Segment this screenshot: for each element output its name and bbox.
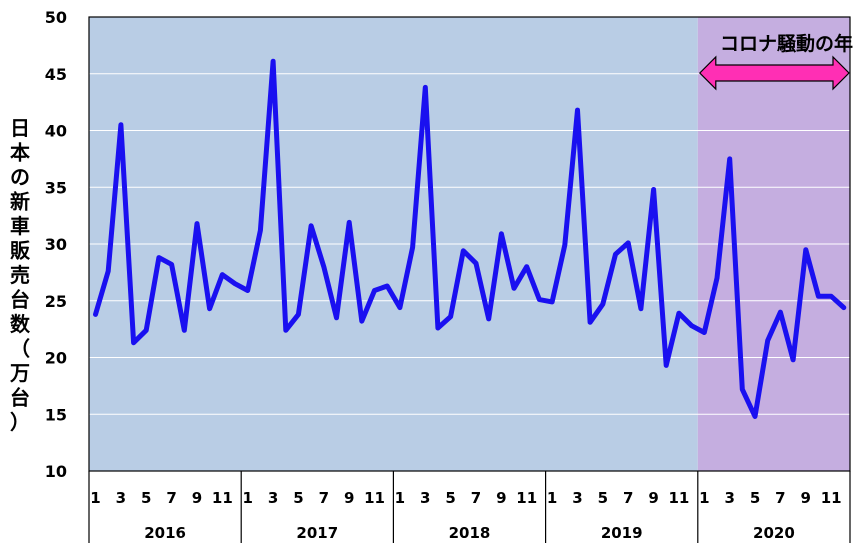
y-axis-label-char: 販 <box>10 239 31 263</box>
month-tick-label: 9 <box>801 489 811 507</box>
month-tick-label: 5 <box>293 489 303 507</box>
month-tick-label: 1 <box>547 489 557 507</box>
month-tick-label: 11 <box>668 489 689 507</box>
y-axis-label-char: 万 <box>9 361 30 385</box>
y-axis-ticks: 10 15 20 25 30 35 40 45 50 <box>45 8 67 481</box>
year-label: 2017 <box>296 524 338 542</box>
y-axis-label-char: の <box>10 165 30 189</box>
month-tick-label: 11 <box>516 489 537 507</box>
month-tick-label: 1 <box>699 489 709 507</box>
month-tick-label: 7 <box>319 489 329 507</box>
y-tick-label: 35 <box>45 178 67 197</box>
month-tick-label: 9 <box>496 489 506 507</box>
month-tick-label: 7 <box>471 489 481 507</box>
year-label: 2020 <box>753 524 795 542</box>
month-tick-label: 5 <box>141 489 151 507</box>
y-axis-label-char: 新 <box>10 190 30 214</box>
y-axis-label-char: ） <box>10 410 30 434</box>
y-axis-label-char: 売 <box>10 263 30 287</box>
y-tick-label: 30 <box>45 235 67 254</box>
month-tick-label: 5 <box>598 489 608 507</box>
month-tick-label: 9 <box>648 489 658 507</box>
y-axis-label-char: 本 <box>10 141 30 165</box>
y-axis-label-char: （ <box>10 337 30 361</box>
month-tick-label: 3 <box>420 489 430 507</box>
y-tick-label: 50 <box>45 8 67 27</box>
month-tick-label: 1 <box>395 489 405 507</box>
month-tick-label: 7 <box>623 489 633 507</box>
y-axis-label-char: 数 <box>10 312 31 336</box>
year-label: 2019 <box>601 524 643 542</box>
y-tick-label: 20 <box>45 349 67 368</box>
y-axis-label-char: 車 <box>10 214 30 238</box>
month-tick-label: 3 <box>724 489 734 507</box>
y-tick-label: 40 <box>45 122 67 141</box>
month-tick-label: 9 <box>192 489 202 507</box>
month-tick-label: 3 <box>116 489 126 507</box>
month-tick-label: 9 <box>344 489 354 507</box>
y-axis-label-char: 台 <box>10 288 30 312</box>
month-tick-label: 11 <box>821 489 842 507</box>
y-axis-label-char: 台 <box>10 386 30 410</box>
y-tick-label: 25 <box>45 292 67 311</box>
month-tick-label: 3 <box>268 489 278 507</box>
month-tick-label: 5 <box>750 489 760 507</box>
month-tick-label: 11 <box>212 489 233 507</box>
month-tick-label: 5 <box>445 489 455 507</box>
y-tick-label: 15 <box>45 405 67 424</box>
month-tick-label: 11 <box>364 489 385 507</box>
y-axis-label-char: 日 <box>10 116 30 140</box>
month-tick-label: 7 <box>166 489 176 507</box>
year-label: 2016 <box>144 524 186 542</box>
month-tick-label: 1 <box>242 489 252 507</box>
y-tick-label: 10 <box>45 462 67 481</box>
year-label: 2018 <box>449 524 491 542</box>
month-tick-label: 7 <box>775 489 785 507</box>
month-tick-label: 1 <box>90 489 100 507</box>
highlight-label: コロナ騒動の年 <box>720 32 853 55</box>
y-axis-label: 日本の新車販売台数（万台） <box>9 116 31 434</box>
y-tick-label: 45 <box>45 65 67 84</box>
month-tick-label: 3 <box>572 489 582 507</box>
